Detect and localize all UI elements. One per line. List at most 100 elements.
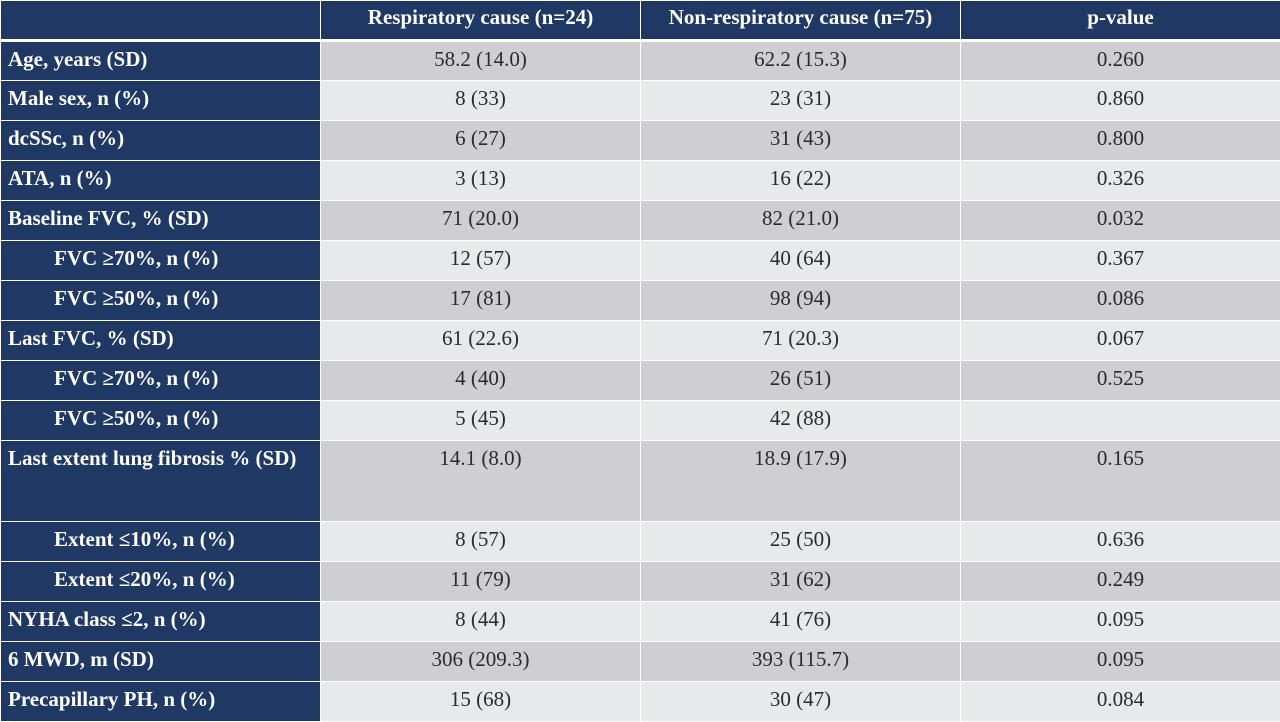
p-value: 0.032 xyxy=(968,201,1273,234)
table-row: FVC ≥70%, n (%) 12 (57)40 (64)0.367 xyxy=(1,241,1280,281)
row-label: Last extent lung fibrosis % (SD) xyxy=(8,441,313,474)
non-respiratory-value: 393 (115.7) xyxy=(648,642,953,675)
non-respiratory-value: 16 (22) xyxy=(648,161,953,194)
row-label: Last FVC, % (SD) xyxy=(8,321,313,354)
non-respiratory-value: 31 (62) xyxy=(648,562,953,595)
header-respiratory-cause: Respiratory cause (n=24) xyxy=(321,1,641,41)
respiratory-value: 15 (68) xyxy=(328,682,633,715)
p-value: 0.095 xyxy=(968,602,1273,635)
p-value: 0.084 xyxy=(968,682,1273,715)
non-respiratory-value: 82 (21.0) xyxy=(648,201,953,234)
p-value: 0.800 xyxy=(968,121,1273,154)
non-respiratory-value-cell: 98 (94) xyxy=(641,281,961,321)
respiratory-value-cell: 8 (33) xyxy=(321,81,641,121)
row-label-cell: NYHA class ≤2, n (%) xyxy=(1,602,321,642)
row-label: FVC ≥70%, n (%) xyxy=(54,241,313,274)
row-label-cell: Male sex, n (%) xyxy=(1,81,321,121)
row-label: FVC ≥50%, n (%) xyxy=(54,281,313,314)
non-respiratory-value-cell: 42 (88) xyxy=(641,401,961,441)
non-respiratory-value: 41 (76) xyxy=(648,602,953,635)
respiratory-value: 4 (40) xyxy=(328,361,633,394)
row-label-cell: FVC ≥70%, n (%) xyxy=(1,241,321,281)
non-respiratory-value-cell: 25 (50) xyxy=(641,522,961,562)
row-label: Extent ≤10%, n (%) xyxy=(54,522,313,555)
respiratory-value: 306 (209.3) xyxy=(328,642,633,675)
p-value-cell: 0.249 xyxy=(961,562,1280,602)
p-value-cell: 0.326 xyxy=(961,161,1280,201)
respiratory-value: 17 (81) xyxy=(328,281,633,314)
p-value-cell: 0.260 xyxy=(961,41,1280,81)
row-label-cell: Extent ≤10%, n (%) xyxy=(1,522,321,562)
table-row: NYHA class ≤2, n (%)8 (44)41 (76)0.095 xyxy=(1,602,1280,642)
non-respiratory-value: 98 (94) xyxy=(648,281,953,314)
p-value-cell: 0.800 xyxy=(961,121,1280,161)
respiratory-value-cell: 58.2 (14.0) xyxy=(321,41,641,81)
non-respiratory-value-cell: 40 (64) xyxy=(641,241,961,281)
header-row: Respiratory cause (n=24) Non-respiratory… xyxy=(1,1,1280,41)
table-row: 6 MWD, m (SD) 306 (209.3) 393 (115.7)0.095 xyxy=(1,642,1280,682)
p-value: 0.067 xyxy=(968,321,1273,354)
respiratory-value: 14.1 (8.0) xyxy=(328,441,633,474)
p-value: 0.086 xyxy=(968,281,1273,314)
p-value-cell: 0.636 xyxy=(961,522,1280,562)
p-value-cell: 0.086 xyxy=(961,281,1280,321)
table-row: ATA, n (%)3 (13) 16 (22) 0.326 xyxy=(1,161,1280,201)
respiratory-value-cell: 306 (209.3) xyxy=(321,642,641,682)
p-value-cell: 0.860 xyxy=(961,81,1280,121)
row-label-cell: Extent ≤20%, n (%) xyxy=(1,562,321,602)
table-header: Respiratory cause (n=24) Non-respiratory… xyxy=(1,1,1280,41)
row-label-cell: Baseline FVC, % (SD) xyxy=(1,201,321,241)
non-respiratory-value: 23 (31) xyxy=(648,81,953,114)
row-label-cell: Age, years (SD) xyxy=(1,41,321,81)
respiratory-value-cell: 17 (81) xyxy=(321,281,641,321)
row-label-cell: ATA, n (%) xyxy=(1,161,321,201)
table-row: Last FVC, % (SD)61 (22.6)71 (20.3)0.067 xyxy=(1,321,1280,361)
p-value-cell: 0.367 xyxy=(961,241,1280,281)
respiratory-value: 3 (13) xyxy=(328,161,633,194)
non-respiratory-value-cell: 71 (20.3) xyxy=(641,321,961,361)
respiratory-value: 8 (33) xyxy=(328,81,633,114)
p-value-cell: 0.095 xyxy=(961,642,1280,682)
table-row: Male sex, n (%)8 (33) 23 (31)0.860 xyxy=(1,81,1280,121)
row-label: FVC ≥70%, n (%) xyxy=(54,361,313,394)
row-label-cell: 6 MWD, m (SD) xyxy=(1,642,321,682)
row-label: Age, years (SD) xyxy=(8,42,313,75)
respiratory-value-cell: 14.1 (8.0) xyxy=(321,441,641,522)
row-label-cell: Last FVC, % (SD) xyxy=(1,321,321,361)
p-value-cell xyxy=(961,401,1280,441)
respiratory-value-cell: 15 (68) xyxy=(321,682,641,722)
table-row: Baseline FVC, % (SD)71 (20.0)82 (21.0) 0.… xyxy=(1,201,1280,241)
non-respiratory-value-cell: 31 (62) xyxy=(641,562,961,602)
non-respiratory-value: 25 (50) xyxy=(648,522,953,555)
p-value xyxy=(968,401,1273,402)
p-value: 0.249 xyxy=(968,562,1273,595)
non-respiratory-value-cell: 31 (43) xyxy=(641,121,961,161)
respiratory-value: 12 (57) xyxy=(328,241,633,274)
respiratory-value-cell: 3 (13) xyxy=(321,161,641,201)
non-respiratory-value: 26 (51) xyxy=(648,361,953,394)
row-label-cell: FVC ≥50%, n (%) xyxy=(1,281,321,321)
p-value: 0.326 xyxy=(968,161,1273,194)
non-respiratory-value: 71 (20.3) xyxy=(648,321,953,354)
table-row: Precapillary PH, n (%)15 (68)30 (47)0.08… xyxy=(1,682,1280,722)
non-respiratory-value: 18.9 (17.9) xyxy=(648,441,953,474)
non-respiratory-value-cell: 41 (76) xyxy=(641,602,961,642)
respiratory-value-cell: 4 (40) xyxy=(321,361,641,401)
table-row: Last extent lung fibrosis % (SD) 14.1 (8.… xyxy=(1,441,1280,522)
header-blank-cell xyxy=(1,1,321,41)
table-body: Age, years (SD)58.2 (14.0)62.2 (15.3)0.2… xyxy=(1,41,1280,722)
row-label: 6 MWD, m (SD) xyxy=(8,642,313,675)
non-respiratory-value: 31 (43) xyxy=(648,121,953,154)
non-respiratory-value-cell: 16 (22) xyxy=(641,161,961,201)
header-p-value: p-value xyxy=(961,1,1280,41)
row-label: dcSSc, n (%) xyxy=(8,121,313,154)
header-non-respiratory-cause: Non-respiratory cause (n=75) xyxy=(641,1,961,41)
respiratory-value-cell: 5 (45) xyxy=(321,401,641,441)
respiratory-value-cell: 71 (20.0) xyxy=(321,201,641,241)
p-value-cell: 0.032 xyxy=(961,201,1280,241)
respiratory-value: 5 (45) xyxy=(328,401,633,434)
respiratory-value-cell: 11 (79) xyxy=(321,562,641,602)
respiratory-value-cell: 12 (57) xyxy=(321,241,641,281)
p-value: 0.165 xyxy=(968,441,1273,474)
table-row: FVC ≥70%, n (%)4 (40)26 (51)0.525 xyxy=(1,361,1280,401)
